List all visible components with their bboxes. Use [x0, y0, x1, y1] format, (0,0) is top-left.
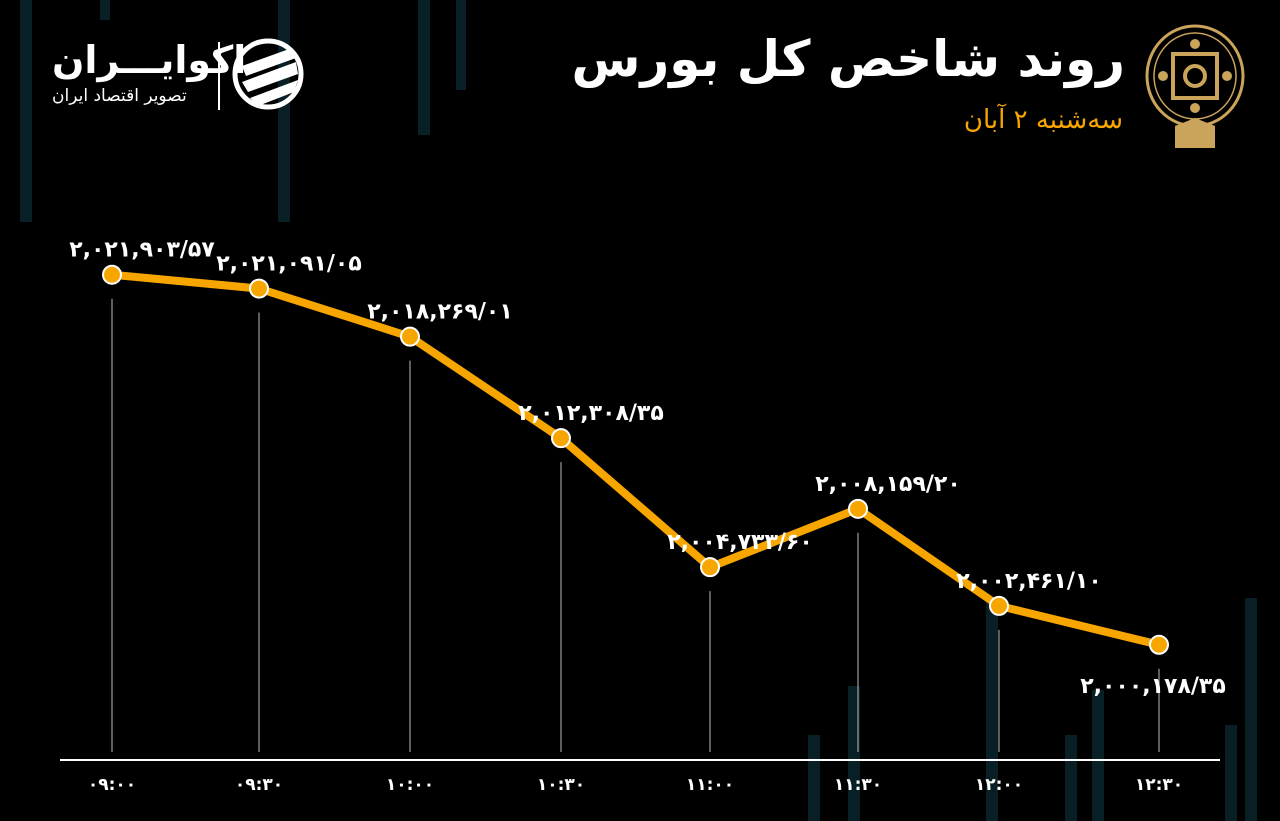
decorative-bar	[986, 600, 998, 821]
data-label: ۲,۰۱۲,۳۰۸/۳۵	[518, 401, 664, 426]
data-point	[551, 428, 571, 449]
data-label: ۲,۰۲۱,۰۹۱/۰۵	[216, 252, 362, 277]
x-tick-label: ۱۰:۰۰	[386, 775, 434, 795]
decorative-bar	[1065, 735, 1077, 821]
data-point	[102, 264, 122, 285]
decorative-bar	[848, 686, 860, 821]
series-line	[111, 270, 1160, 649]
brand-tagline: تصویر اقتصاد ایران	[52, 86, 187, 106]
decorative-bar	[1092, 690, 1104, 821]
decorative-bar	[418, 0, 430, 135]
data-label: ۲,۰۰۲,۴۶۱/۱۰	[956, 569, 1102, 594]
chart-title: روند شاخص کل بورس	[571, 30, 1125, 88]
x-tick-label: ۰۹:۰۰	[88, 775, 136, 795]
exchange-emblem-icon	[1145, 24, 1245, 148]
data-label: ۲,۰۰۴,۷۳۳/۶۰	[667, 530, 813, 555]
data-point	[400, 326, 420, 347]
data-label: ۲,۰۲۱,۹۰۳/۵۷	[69, 238, 215, 263]
brand-divider	[218, 42, 220, 110]
decorative-bar	[1245, 598, 1257, 821]
decorative-bar	[1225, 725, 1237, 821]
decorative-bar	[20, 0, 32, 222]
x-tick-label: ۱۰:۳۰	[537, 775, 585, 795]
chart-date: سه‌شنبه ۲ آبان	[963, 105, 1123, 135]
data-point	[700, 557, 720, 578]
data-point	[1149, 634, 1169, 655]
x-tick-label: ۱۲:۰۰	[975, 775, 1023, 795]
brand-name: اکوایـــران	[52, 38, 247, 82]
data-point	[989, 595, 1009, 616]
x-tick-label: ۱۲:۳۰	[1135, 775, 1183, 795]
decorative-bar	[808, 735, 820, 821]
data-point	[249, 278, 269, 299]
x-tick-label: ۰۹:۳۰	[235, 775, 283, 795]
data-label: ۲,۰۰۰,۱۷۸/۳۵	[1080, 674, 1226, 699]
data-label: ۲,۰۱۸,۲۶۹/۰۱	[367, 300, 513, 325]
decorative-bar	[100, 0, 110, 20]
data-point	[848, 498, 868, 519]
decorative-bar	[456, 0, 466, 90]
brand-logo-icon	[232, 38, 304, 110]
x-tick-label: ۱۱:۰۰	[686, 775, 734, 795]
data-label: ۲,۰۰۸,۱۵۹/۲۰	[815, 472, 961, 497]
x-tick-label: ۱۱:۳۰	[834, 775, 882, 795]
